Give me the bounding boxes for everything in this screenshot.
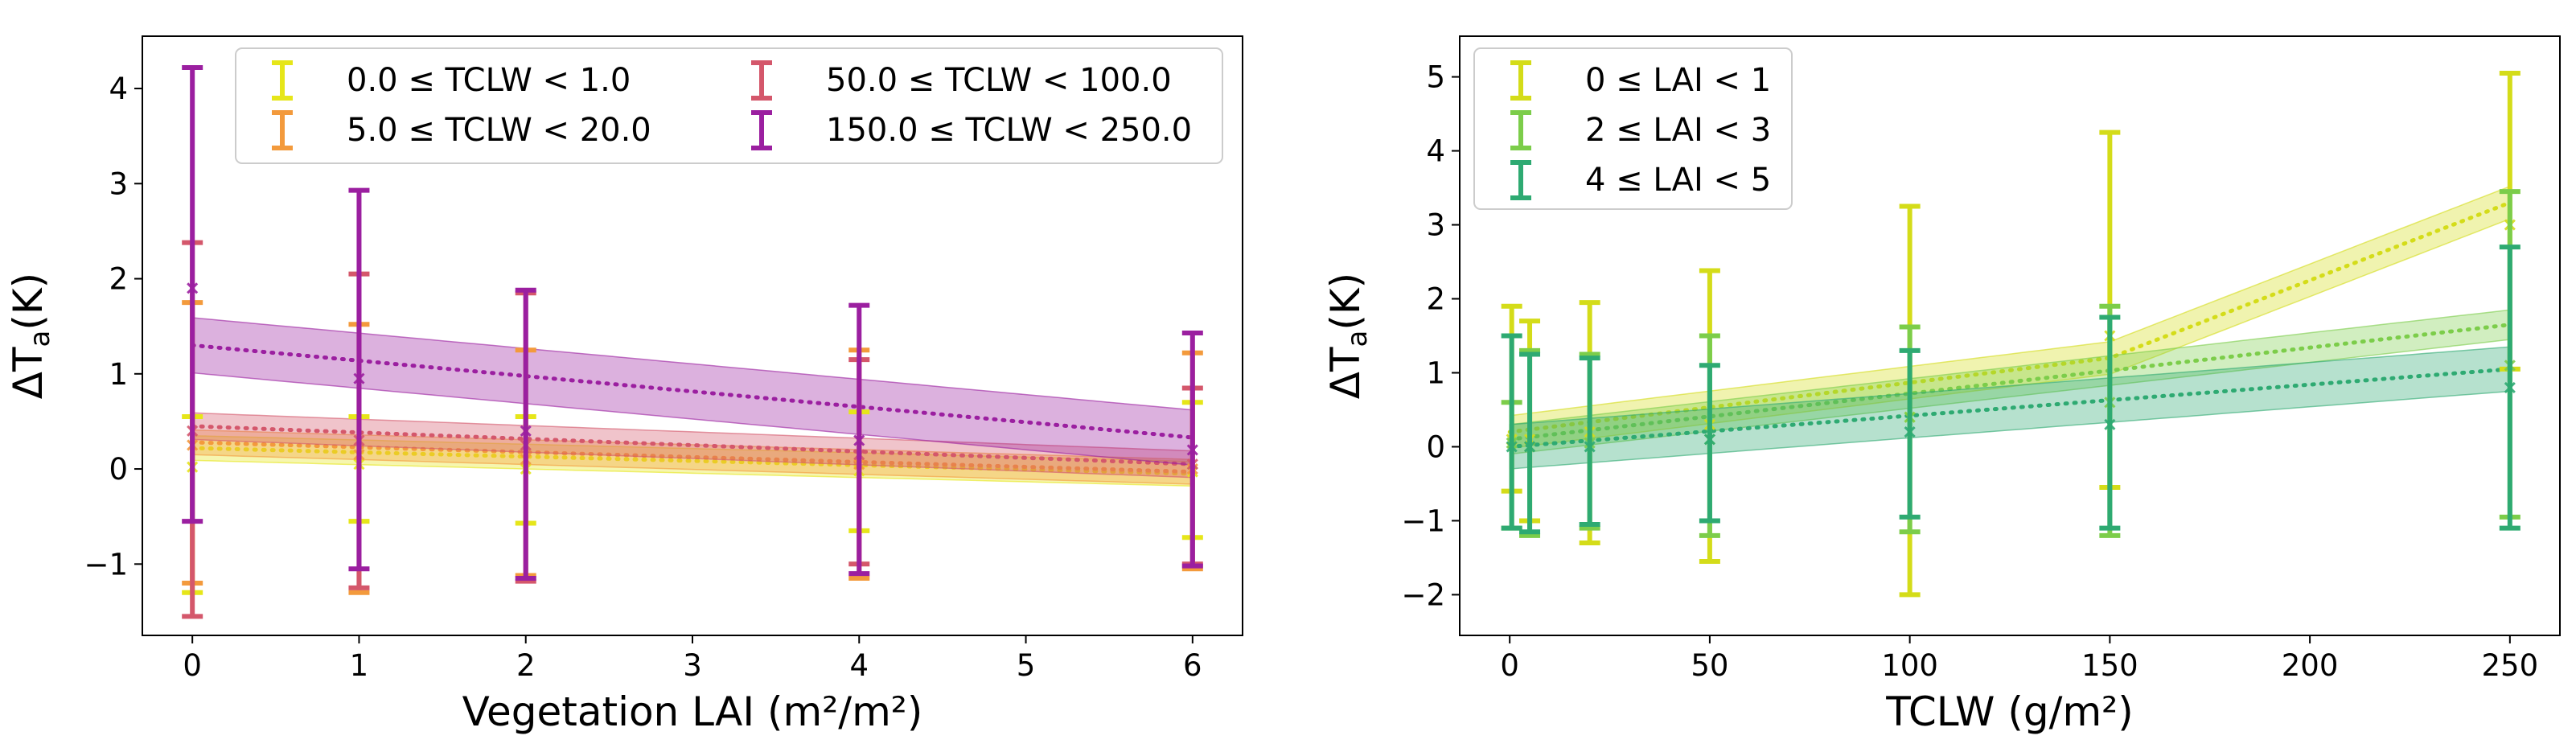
right-x-tick-label: 150 [2081, 648, 2138, 683]
left-point-marker [1186, 444, 1198, 456]
left-y-tick-label: 0 [109, 452, 128, 487]
left-legend-item: 0.0 ≤ TCLW < 1.0 [272, 60, 631, 101]
right-fit-line-2 [1507, 367, 2512, 449]
right-legend-label: 2 ≤ LAI < 3 [1585, 112, 1771, 149]
left-data-point [1181, 330, 1203, 569]
right-legend-item: 0 ≤ LAI < 1 [1510, 60, 1771, 101]
right-x-tick-label: 50 [1691, 648, 1728, 683]
right-data-point [2499, 245, 2521, 531]
left-x-tick-label: 2 [516, 648, 536, 683]
right-point-marker [1584, 441, 1596, 453]
left-legend-label: 0.0 ≤ TCLW < 1.0 [347, 62, 631, 99]
right-legend-item: 2 ≤ LAI < 3 [1510, 110, 1771, 150]
right-fit-line-1 [1507, 323, 2512, 442]
left-data-point [848, 302, 870, 577]
right-y-tick-label: 3 [1426, 208, 1445, 243]
left-plot-marks [182, 65, 1203, 619]
left-data-point [515, 287, 536, 582]
left-point-marker [853, 434, 865, 446]
right-data-point [1519, 351, 1541, 535]
left-x-axis-label: Vegetation LAI (m²/m²) [462, 688, 923, 735]
right-y-axis-label-unit: (K) [1322, 273, 1369, 331]
right-y-tick-label: −1 [1401, 503, 1445, 538]
right-x-tick-label: 0 [1500, 648, 1519, 683]
left-legend-label: 150.0 ≤ TCLW < 250.0 [826, 112, 1192, 149]
left-x-tick-label: 6 [1183, 648, 1202, 683]
left-legend-label: 5.0 ≤ TCLW < 20.0 [347, 112, 651, 149]
left-y-axis-label: ΔTa(K) [5, 273, 56, 399]
left-y-tick-label: 3 [109, 166, 128, 201]
right-plot-marks [1501, 70, 2521, 598]
right-point-marker [1506, 441, 1518, 453]
right-y-axis-label-main: ΔT [1322, 347, 1369, 399]
right-point-marker [2504, 381, 2516, 393]
left-y-axis-label-main: ΔT [5, 347, 51, 399]
right-point-marker [1904, 426, 1916, 438]
right-x-tick-label: 100 [1881, 648, 1938, 683]
right-axis-ticks: 0 50 100 150 200 250 −2 −1 0 1 2 3 4 5 [1401, 60, 2538, 683]
left-y-tick-label: 4 [109, 72, 128, 106]
right-y-tick-label: 2 [1426, 282, 1445, 317]
right-x-tick-label: 250 [2482, 648, 2539, 683]
right-data-point [1579, 356, 1600, 528]
left-legend-label: 50.0 ≤ TCLW < 100.0 [826, 62, 1172, 99]
right-y-tick-label: −2 [1401, 577, 1445, 612]
right-point-marker [2104, 418, 2116, 430]
right-y-tick-label: 4 [1426, 134, 1445, 169]
left-y-axis-label-sub: a [24, 331, 56, 347]
right-y-tick-label: 5 [1426, 60, 1445, 95]
right-data-point [1699, 363, 1720, 524]
right-y-tick-label: 1 [1426, 356, 1445, 390]
right-x-axis-label: TCLW (g/m²) [1885, 688, 2133, 735]
right-data-point [1899, 347, 1921, 520]
left-y-tick-label: −1 [84, 547, 128, 582]
right-legend-item: 4 ≤ LAI < 5 [1510, 160, 1771, 200]
left-axis-ticks: 0 1 2 3 4 5 6 −1 0 1 2 3 4 [84, 72, 1202, 683]
right-legend: 0 ≤ LAI < 1 2 ≤ LAI < 3 4 ≤ LAI < 5 [1473, 47, 1793, 210]
right-x-tick-label: 200 [2282, 648, 2339, 683]
left-point-marker [520, 425, 532, 437]
right-data-point [2099, 314, 2121, 531]
left-legend-item: 150.0 ≤ TCLW < 250.0 [751, 110, 1192, 150]
left-legend-item: 5.0 ≤ TCLW < 20.0 [272, 110, 651, 150]
left-x-tick-label: 5 [1017, 648, 1036, 683]
right-y-axis-label: ΔTa(K) [1322, 273, 1374, 399]
left-data-point [182, 65, 203, 524]
left-point-marker [187, 282, 199, 294]
right-plot-frame [1459, 35, 2561, 636]
left-legend: 0.0 ≤ TCLW < 1.0 5.0 ≤ TCLW < 20.0 50.0 ≤ … [235, 47, 1223, 164]
left-x-tick-label: 4 [849, 648, 869, 683]
left-x-tick-label: 1 [350, 648, 369, 683]
left-legend-item: 50.0 ≤ TCLW < 100.0 [751, 60, 1172, 101]
right-legend-label: 4 ≤ LAI < 5 [1585, 162, 1771, 199]
left-legend-box [235, 47, 1223, 164]
left-x-tick-label: 0 [183, 648, 202, 683]
right-legend-box [1473, 47, 1793, 210]
right-legend-label: 0 ≤ LAI < 1 [1585, 62, 1771, 99]
left-chart: 0 1 2 3 4 5 6 −1 0 1 2 3 4 Vegetation LAI (m²/m²) ΔT… [5, 35, 1243, 735]
left-y-axis-label-unit: (K) [5, 273, 51, 331]
right-y-axis-label-sub: a [1341, 331, 1374, 347]
left-y-tick-label: 2 [109, 262, 128, 297]
right-chart: 0 50 100 150 200 250 −2 −1 0 1 2 3 4 5 TCLW (g/m²) ΔT… [1322, 35, 2561, 735]
left-point-marker [353, 372, 365, 384]
right-y-tick-label: 0 [1426, 429, 1445, 464]
right-data-point [1501, 333, 1522, 531]
right-point-marker [1703, 434, 1715, 446]
left-x-tick-label: 3 [683, 648, 702, 683]
left-data-point [348, 187, 370, 572]
left-y-tick-label: 1 [109, 357, 128, 392]
right-point-marker [1523, 441, 1536, 453]
